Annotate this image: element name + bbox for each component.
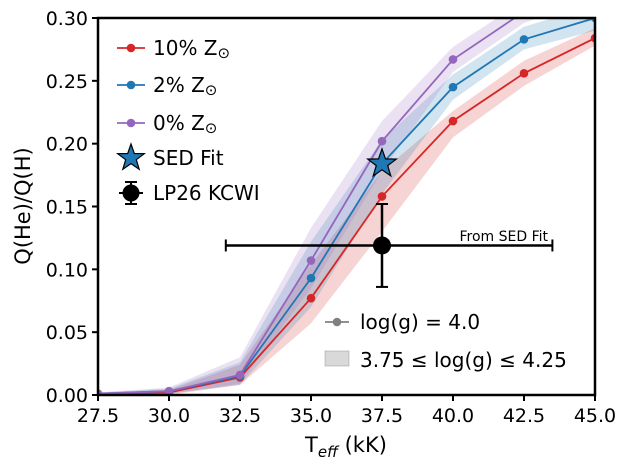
legend-sed-fit-star	[115, 142, 147, 171]
y-tick-label-1: 0.05	[46, 322, 88, 344]
point-series-2-5	[448, 55, 458, 64]
point-series-2-3	[306, 256, 316, 265]
x-tick-label-1: 30.0	[148, 405, 190, 427]
legend-marker-0	[126, 43, 136, 53]
legend-label-0: 10% Z⊙	[153, 36, 230, 62]
legend-marker-2	[126, 118, 136, 128]
solar-symbol-2: ⊙	[205, 119, 218, 137]
band-series-0	[98, 28, 595, 395]
legend-lp26-marker	[122, 184, 140, 202]
point-series-2-2	[235, 370, 245, 380]
solar-symbol-0: ⊙	[218, 44, 231, 62]
legend-label-text-2: 0% Z	[153, 111, 205, 135]
x-tick-label-6: 42.5	[503, 405, 545, 427]
legend-label-text-0: 10% Z	[153, 36, 218, 60]
point-series-2-4	[377, 136, 387, 146]
y-tick-label-6: 0.30	[46, 8, 88, 30]
solar-symbol-1: ⊙	[205, 81, 218, 99]
y-axis-label: Q(He)/Q(H)	[11, 147, 35, 264]
point-series-0-5	[448, 116, 458, 126]
y-tick-label-2: 0.10	[46, 259, 88, 281]
annotation-from-sed-fit: From SED Fit	[459, 229, 548, 245]
legend2-label-logg-range: 3.75 ≤ log(g) ≤ 4.25	[360, 348, 567, 372]
band-series-1	[98, 18, 595, 395]
legend2-label-logg: log(g) = 4.0	[360, 310, 480, 334]
x-tick-label-5: 40.0	[432, 405, 474, 427]
legend2-marker	[332, 317, 342, 327]
x-tick-label-2: 32.5	[219, 405, 261, 427]
legend2-band-swatch	[324, 350, 350, 367]
x-tick-label-4: 37.5	[361, 405, 403, 427]
point-series-2-1	[164, 386, 174, 395]
y-tick-label-4: 0.20	[46, 134, 88, 156]
legend-label-sed-fit: SED Fit	[153, 146, 224, 170]
point-series-1-5	[448, 82, 458, 92]
point-series-1-6	[519, 35, 529, 44]
x-axis-label: Teff (kK)	[304, 433, 387, 461]
legend-label-1: 2% Z⊙	[153, 73, 217, 99]
legend-marker-1	[126, 80, 136, 90]
legend-label-lp26: LP26 KCWI	[153, 181, 260, 205]
point-series-1-3	[306, 273, 316, 283]
line-series-0	[98, 37, 595, 395]
lp26-kcwi-point	[373, 236, 391, 255]
point-series-0-4	[377, 192, 387, 201]
y-tick-label-0: 0.00	[46, 385, 88, 407]
x-tick-label-0: 27.5	[77, 405, 119, 427]
legend-label-2: 0% Z⊙	[153, 111, 217, 137]
point-series-2-6	[520, 7, 529, 16]
line-series-2	[98, 18, 517, 395]
y-tick-label-3: 0.15	[46, 197, 88, 219]
legend-label-text-1: 2% Z	[153, 73, 205, 97]
point-series-0-6	[519, 68, 529, 78]
sed-fit-star	[365, 146, 399, 178]
x-tick-label-3: 35.0	[290, 405, 332, 427]
point-series-0-3	[306, 293, 316, 303]
y-tick-label-5: 0.25	[46, 71, 88, 93]
x-tick-label-7: 45.0	[574, 405, 616, 427]
